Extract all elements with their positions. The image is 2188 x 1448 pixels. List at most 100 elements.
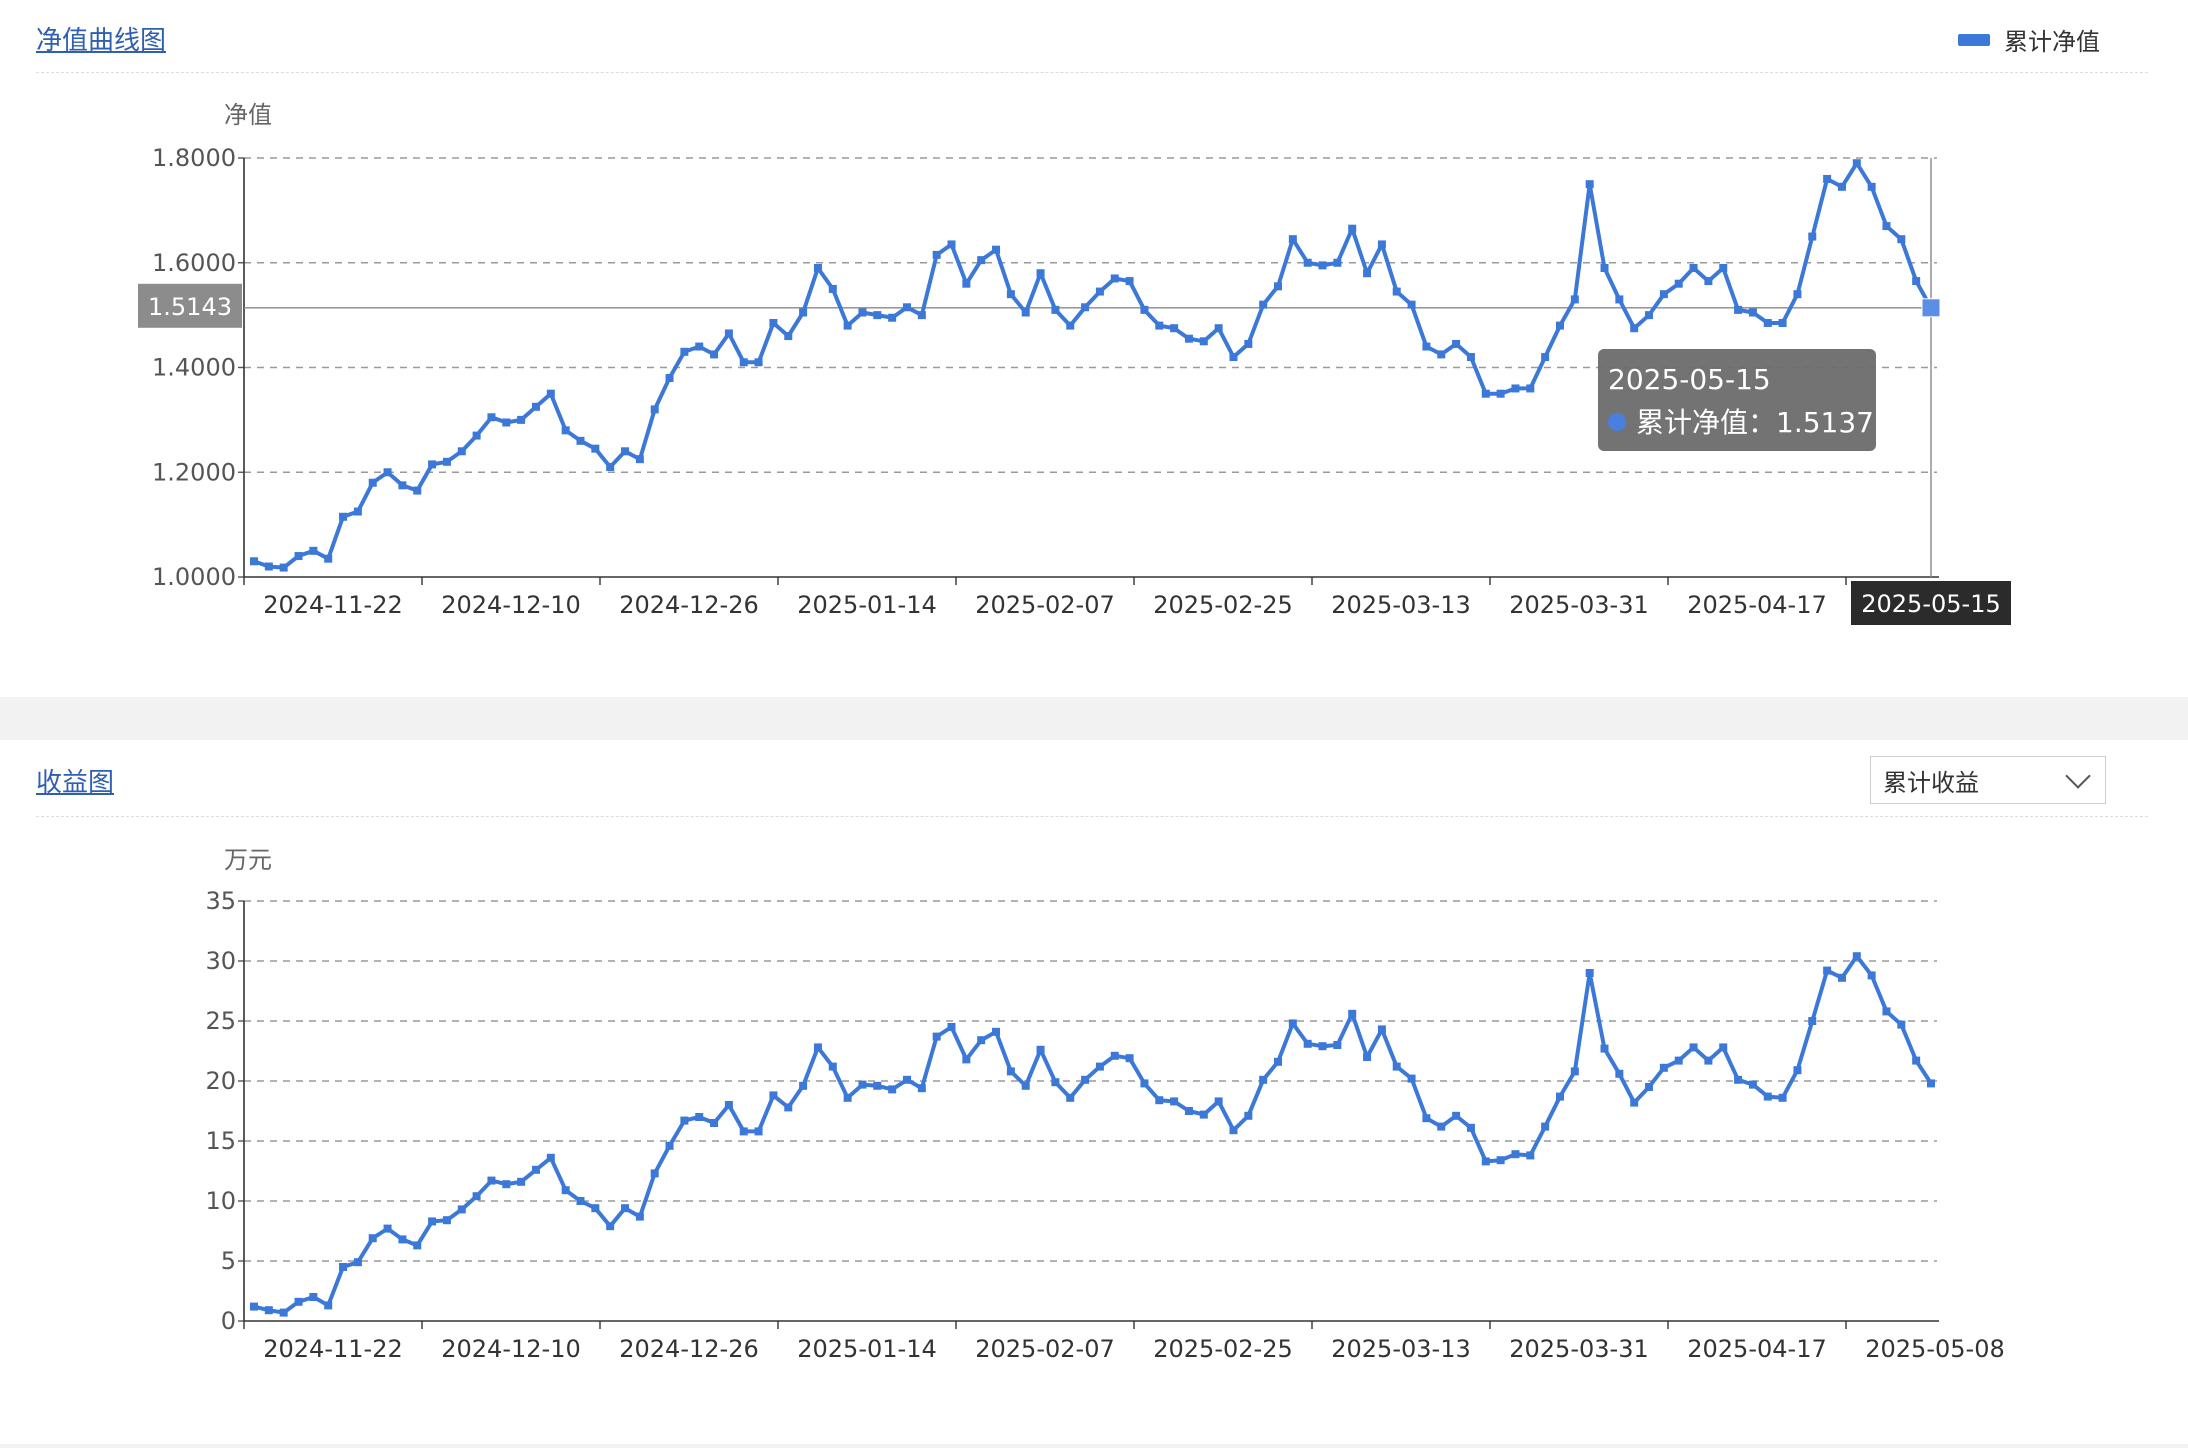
- data-point: [294, 552, 303, 561]
- data-point: [250, 557, 258, 566]
- profit-chart-title[interactable]: 收益图: [36, 768, 115, 798]
- x-tick-label: 2024-11-22: [263, 591, 402, 619]
- data-point: [1600, 263, 1609, 272]
- data-point: [917, 1084, 926, 1093]
- data-point: [1036, 269, 1045, 278]
- data-point: [1452, 339, 1461, 348]
- data-point: [1526, 1151, 1535, 1160]
- nav-chart-title[interactable]: 净值曲线图: [36, 26, 167, 56]
- data-point: [799, 308, 808, 317]
- data-point: [1763, 1092, 1772, 1101]
- data-point: [339, 1263, 348, 1271]
- nav-line-chart[interactable]: 净值 1.0000 1.2000 1.4000 1.6000 1.8000 2024-11-…: [0, 0, 2188, 697]
- data-point: [368, 1234, 377, 1243]
- data-point: [962, 279, 971, 288]
- title-divider: [36, 72, 2148, 73]
- nav-legend[interactable]: 累计净值: [1958, 22, 2100, 57]
- y-axis-unit: 万元: [224, 846, 272, 874]
- data-point: [858, 1080, 867, 1089]
- data-point: [457, 1205, 466, 1214]
- data-point: [413, 486, 422, 495]
- data-point: [1852, 952, 1861, 961]
- data-point: [1184, 1107, 1193, 1115]
- data-point: [962, 1055, 971, 1064]
- data-point: [1897, 235, 1906, 244]
- y-tick-label: 15: [205, 1127, 236, 1155]
- data-point: [665, 1141, 674, 1150]
- data-point: [1511, 384, 1520, 393]
- profit-type-select[interactable]: 累计收益: [1870, 756, 2106, 804]
- data-point: [1377, 1025, 1386, 1034]
- data-point: [1927, 1079, 1935, 1088]
- data-point: [1214, 324, 1223, 333]
- data-point: [1392, 287, 1401, 296]
- x-tick-label: 2025-04-17: [1687, 591, 1826, 619]
- data-point: [828, 1062, 837, 1071]
- data-point: [250, 1302, 258, 1311]
- data-point: [1852, 159, 1861, 168]
- data-point: [1318, 1042, 1327, 1051]
- data-point: [724, 1101, 733, 1109]
- data-point: [1808, 232, 1817, 241]
- data-point: [902, 303, 911, 312]
- data-point: [1110, 274, 1119, 283]
- x-tick-label: 2025-01-14: [797, 1335, 936, 1363]
- data-point: [1437, 350, 1446, 359]
- data-point: [1748, 308, 1757, 317]
- data-point: [1066, 321, 1075, 330]
- data-point: [739, 1127, 748, 1136]
- data-point: [1570, 295, 1579, 304]
- data-point: [650, 405, 659, 414]
- y-tick-label: 0: [221, 1307, 236, 1335]
- data-point: [1452, 1111, 1461, 1120]
- x-tick-label: 2024-11-22: [263, 1335, 402, 1363]
- data-point: [635, 1212, 644, 1221]
- data-point: [1585, 180, 1594, 189]
- data-point: [1333, 258, 1342, 267]
- data-point: [621, 1204, 630, 1213]
- data-point: [1912, 277, 1921, 286]
- x-tick-label: 2024-12-26: [619, 591, 758, 619]
- data-point: [517, 415, 526, 424]
- data-point: [576, 436, 585, 445]
- data-point: [487, 413, 496, 422]
- data-point: [368, 478, 377, 487]
- profit-chart-panel: 收益图 累计收益 万元 0 5 10 15 20 25 30 35 2024-11-22 2024-…: [0, 740, 2188, 1444]
- data-point: [1274, 1057, 1283, 1066]
- data-point: [888, 313, 897, 322]
- x-tick-label: 2025-03-31: [1509, 1335, 1648, 1363]
- data-point: [1392, 1062, 1401, 1071]
- data-point: [1110, 1051, 1119, 1060]
- data-point: [1600, 1044, 1609, 1053]
- data-point: [1466, 1123, 1475, 1132]
- data-point: [1808, 1017, 1817, 1025]
- data-point: [309, 1293, 318, 1301]
- data-point: [813, 263, 822, 272]
- data-point: [1541, 353, 1550, 362]
- data-point: [650, 1169, 659, 1178]
- data-point: [1288, 1019, 1297, 1028]
- data-point: [1006, 1067, 1015, 1076]
- data-point: [1793, 1066, 1802, 1075]
- data-point: [1021, 308, 1030, 317]
- x-tick-label: 2025-03-13: [1331, 591, 1470, 619]
- data-point: [858, 308, 867, 317]
- data-point: [917, 311, 926, 320]
- data-point: [1006, 290, 1015, 299]
- data-point: [1659, 1063, 1668, 1072]
- data-point: [383, 468, 392, 477]
- data-point: [1155, 1096, 1164, 1105]
- data-point: [710, 350, 719, 359]
- x-tick-label: 2025-01-14: [797, 591, 936, 619]
- profit-line-chart[interactable]: 万元 0 5 10 15 20 25 30 35 2024-11-22 2024-12-10 2024…: [0, 740, 2188, 1444]
- data-point: [1081, 1075, 1090, 1084]
- data-point: [1867, 971, 1876, 980]
- data-point: [487, 1176, 496, 1185]
- data-point: [1407, 300, 1416, 309]
- data-point: [1526, 384, 1535, 393]
- data-point: [1882, 222, 1891, 231]
- data-point: [1882, 1007, 1891, 1016]
- data-point: [1140, 305, 1149, 314]
- data-point: [1363, 1053, 1372, 1061]
- data-point: [1348, 1009, 1357, 1018]
